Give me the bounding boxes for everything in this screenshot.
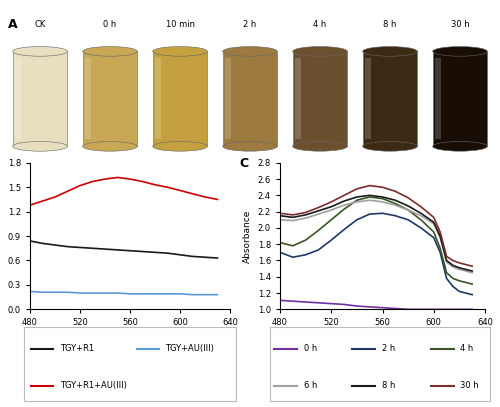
Bar <box>292 51 348 147</box>
Ellipse shape <box>292 142 348 151</box>
Text: 8 h: 8 h <box>382 381 396 390</box>
Ellipse shape <box>432 142 488 151</box>
Ellipse shape <box>222 46 278 56</box>
Ellipse shape <box>12 46 68 56</box>
FancyBboxPatch shape <box>24 327 236 401</box>
Ellipse shape <box>12 142 68 151</box>
Bar <box>435 59 442 140</box>
Bar <box>155 59 162 140</box>
Text: TGY+AU(III): TGY+AU(III) <box>165 344 214 353</box>
Text: 6 h: 6 h <box>304 381 318 390</box>
Ellipse shape <box>82 142 138 151</box>
Bar <box>432 51 488 147</box>
Y-axis label: Absorbance: Absorbance <box>0 209 2 263</box>
X-axis label: Wavelength (nm): Wavelength (nm) <box>86 333 174 342</box>
Ellipse shape <box>432 46 488 56</box>
Text: 4 h: 4 h <box>460 344 474 353</box>
Ellipse shape <box>82 46 138 56</box>
Ellipse shape <box>152 46 208 56</box>
Ellipse shape <box>292 46 348 56</box>
Text: 2 h: 2 h <box>382 344 396 353</box>
Ellipse shape <box>152 142 208 151</box>
Text: 4 h: 4 h <box>314 20 326 29</box>
Text: 10 min: 10 min <box>166 20 194 29</box>
Text: 0 h: 0 h <box>104 20 117 29</box>
Text: 0 h: 0 h <box>304 344 318 353</box>
Text: TGY+R1: TGY+R1 <box>60 344 94 353</box>
Bar <box>152 51 208 147</box>
Text: A: A <box>8 18 17 31</box>
Ellipse shape <box>362 142 418 151</box>
Y-axis label: Absorbance: Absorbance <box>243 209 252 263</box>
Bar <box>85 59 91 140</box>
Text: 30 h: 30 h <box>460 381 479 390</box>
X-axis label: Wavelength (nm): Wavelength (nm) <box>338 333 426 342</box>
Bar <box>225 59 232 140</box>
FancyBboxPatch shape <box>270 327 490 401</box>
Bar <box>295 59 302 140</box>
Text: CK: CK <box>34 20 46 29</box>
Bar <box>12 51 68 147</box>
Ellipse shape <box>222 142 278 151</box>
Bar <box>222 51 278 147</box>
Text: 2 h: 2 h <box>244 20 256 29</box>
Text: 30 h: 30 h <box>450 20 469 29</box>
Ellipse shape <box>362 46 418 56</box>
Bar <box>82 51 138 147</box>
Bar <box>15 59 22 140</box>
Bar <box>365 59 372 140</box>
Text: 8 h: 8 h <box>384 20 396 29</box>
Text: TGY+R1+AU(III): TGY+R1+AU(III) <box>60 381 126 390</box>
Text: C: C <box>239 157 248 170</box>
Bar <box>362 51 418 147</box>
